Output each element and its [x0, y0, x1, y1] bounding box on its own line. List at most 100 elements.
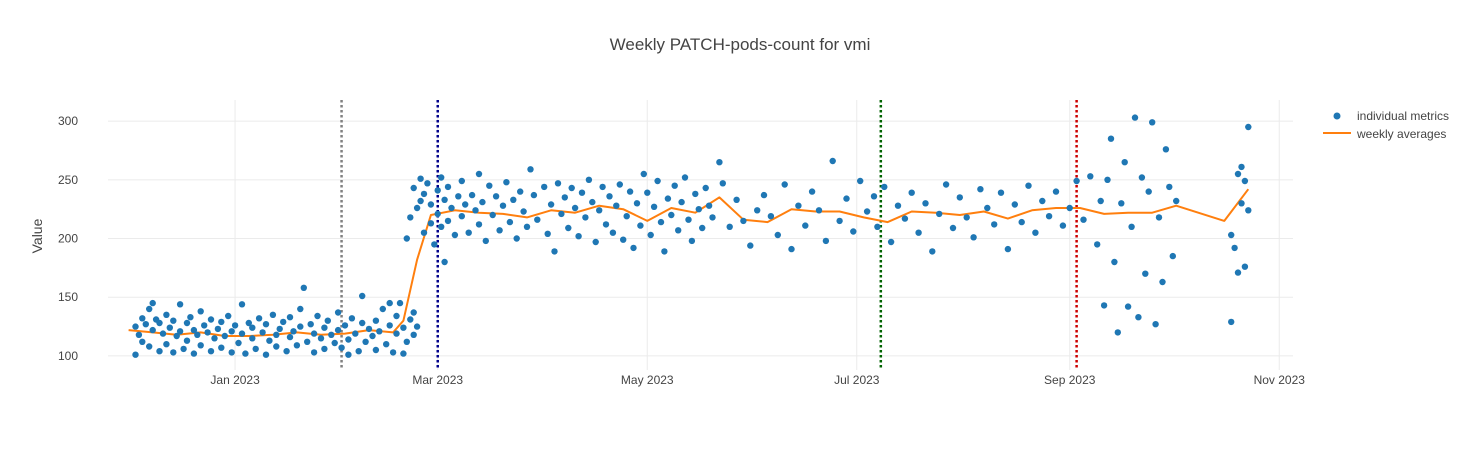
data-point[interactable] — [135, 331, 143, 338]
data-point[interactable] — [197, 308, 204, 315]
data-point[interactable] — [170, 349, 177, 356]
data-point[interactable] — [496, 227, 503, 234]
data-point[interactable] — [317, 335, 325, 342]
data-point[interactable] — [365, 325, 373, 333]
data-point[interactable] — [149, 326, 156, 334]
data-point[interactable] — [606, 193, 613, 200]
data-point[interactable] — [1155, 214, 1163, 221]
data-point[interactable] — [221, 332, 228, 340]
data-point[interactable] — [400, 324, 407, 331]
data-point[interactable] — [321, 345, 328, 353]
data-point[interactable] — [146, 305, 153, 313]
data-point[interactable] — [1138, 174, 1146, 181]
data-point[interactable] — [359, 319, 366, 327]
data-point[interactable] — [297, 305, 304, 313]
data-point[interactable] — [544, 230, 551, 237]
data-point[interactable] — [541, 183, 548, 191]
data-point[interactable] — [716, 159, 723, 166]
data-point[interactable] — [321, 324, 328, 331]
data-point[interactable] — [963, 214, 970, 221]
data-point[interactable] — [269, 311, 277, 318]
legend-item-individual-metrics[interactable]: individual metrics — [1333, 109, 1450, 123]
data-point[interactable] — [170, 317, 177, 324]
data-point[interactable] — [492, 193, 500, 200]
data-point[interactable] — [589, 198, 596, 206]
data-point[interactable] — [675, 227, 682, 234]
data-point[interactable] — [262, 321, 270, 328]
data-point[interactable] — [489, 211, 496, 219]
data-point[interactable] — [1032, 229, 1039, 236]
data-point[interactable] — [740, 217, 747, 225]
data-point[interactable] — [699, 224, 706, 232]
data-point[interactable] — [863, 208, 871, 215]
data-point[interactable] — [596, 207, 603, 214]
data-point[interactable] — [413, 323, 421, 330]
data-point[interactable] — [523, 223, 531, 230]
data-point[interactable] — [427, 201, 435, 208]
data-point[interactable] — [942, 181, 950, 188]
data-point[interactable] — [678, 198, 685, 206]
data-point[interactable] — [359, 292, 366, 300]
data-point[interactable] — [922, 200, 929, 207]
data-point[interactable] — [620, 236, 627, 243]
data-point[interactable] — [146, 343, 153, 350]
data-point[interactable] — [455, 193, 462, 200]
data-point[interactable] — [1173, 197, 1180, 205]
data-point[interactable] — [613, 202, 620, 209]
data-point[interactable] — [1131, 114, 1139, 121]
data-point[interactable] — [874, 223, 881, 230]
data-point[interactable] — [977, 186, 984, 193]
data-point[interactable] — [661, 248, 668, 255]
data-point[interactable] — [1135, 314, 1142, 321]
data-point[interactable] — [427, 220, 435, 227]
legend-item-weekly-averages[interactable]: weekly averages — [1323, 127, 1446, 141]
data-point[interactable] — [936, 210, 943, 218]
data-point[interactable] — [520, 208, 527, 215]
data-point[interactable] — [1111, 258, 1118, 266]
data-point[interactable] — [561, 194, 568, 201]
data-point[interactable] — [551, 248, 558, 255]
data-point[interactable] — [393, 312, 400, 320]
data-point[interactable] — [479, 198, 486, 206]
data-point[interactable] — [1121, 159, 1128, 166]
data-point[interactable] — [688, 237, 696, 245]
data-point[interactable] — [1149, 119, 1156, 126]
data-point[interactable] — [571, 204, 579, 212]
data-point[interactable] — [262, 351, 270, 358]
data-point[interactable] — [503, 179, 510, 186]
data-point[interactable] — [286, 333, 294, 341]
data-point[interactable] — [1104, 176, 1111, 183]
data-point[interactable] — [352, 330, 359, 337]
data-point[interactable] — [802, 222, 809, 229]
data-point[interactable] — [273, 343, 280, 350]
data-point[interactable] — [417, 197, 424, 205]
data-point[interactable] — [376, 328, 383, 335]
data-point[interactable] — [458, 177, 465, 185]
data-point[interactable] — [1087, 173, 1094, 180]
data-point[interactable] — [664, 195, 672, 202]
data-point[interactable] — [204, 329, 211, 336]
data-point[interactable] — [273, 331, 280, 338]
data-point[interactable] — [609, 229, 617, 236]
data-point[interactable] — [139, 338, 146, 345]
data-point[interactable] — [176, 328, 184, 335]
data-point[interactable] — [166, 324, 173, 331]
data-point[interactable] — [180, 345, 187, 353]
data-point[interactable] — [754, 207, 761, 214]
data-point[interactable] — [719, 180, 726, 187]
data-point[interactable] — [1114, 329, 1122, 336]
data-point[interactable] — [702, 184, 709, 192]
data-point[interactable] — [616, 181, 623, 188]
data-point[interactable] — [568, 184, 575, 192]
data-point[interactable] — [1018, 218, 1025, 226]
data-point[interactable] — [1228, 231, 1235, 239]
data-point[interactable] — [668, 211, 675, 219]
data-point[interactable] — [465, 229, 472, 236]
data-point[interactable] — [695, 206, 702, 213]
data-point[interactable] — [1025, 182, 1032, 189]
data-point[interactable] — [187, 314, 194, 321]
data-point[interactable] — [475, 170, 483, 178]
data-point[interactable] — [894, 202, 902, 209]
data-point[interactable] — [599, 183, 606, 191]
data-point[interactable] — [626, 188, 634, 195]
